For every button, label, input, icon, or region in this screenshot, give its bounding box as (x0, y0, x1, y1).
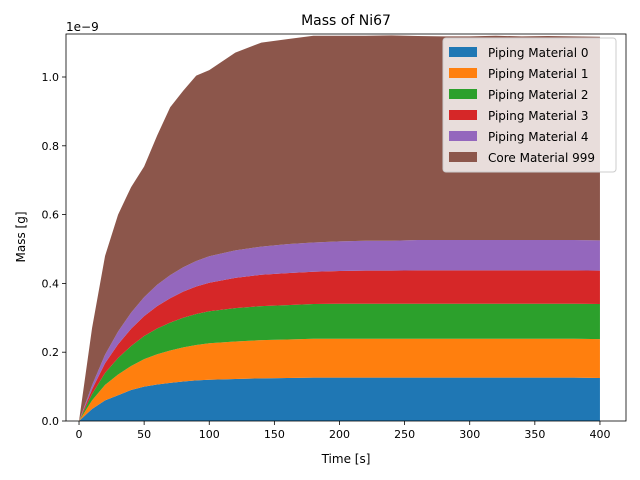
x-tick-label: 300 (459, 428, 480, 441)
x-tick-label: 50 (137, 428, 151, 441)
legend-swatch-2 (449, 89, 477, 99)
x-tick-label: 250 (394, 428, 415, 441)
legend: Piping Material 0 Piping Material 1 Piping… (442, 37, 617, 173)
y-tick-label: 0.6 (42, 209, 60, 222)
x-tick-label: 150 (264, 428, 285, 441)
legend-box (442, 37, 617, 173)
area-series-3 (79, 270, 600, 421)
legend-label-2: Piping Material 2 (488, 88, 589, 102)
x-tick-label: 0 (76, 428, 83, 441)
legend-swatch-3 (449, 110, 477, 120)
legend-swatch-0 (449, 47, 477, 57)
y-tick-label: 0.8 (42, 140, 60, 153)
area-series-0 (79, 377, 600, 421)
y-tick-label: 0.2 (42, 346, 60, 359)
y-tick-label: 0.4 (42, 277, 60, 290)
legend-swatch-5 (449, 152, 477, 162)
area-series-4 (79, 240, 600, 421)
x-tick-label: 200 (329, 428, 350, 441)
y-axis-label: Mass [g] (14, 211, 28, 262)
legend-label-1: Piping Material 1 (488, 67, 589, 81)
area-series-1 (79, 338, 600, 421)
x-tick-label: 400 (589, 428, 610, 441)
y-axis-multiplier: 1e−9 (66, 20, 99, 34)
legend-swatch-4 (449, 131, 477, 141)
legend-label-4: Piping Material 4 (488, 130, 589, 144)
x-axis-label: Time [s] (321, 452, 371, 466)
chart-title: Mass of Ni67 (301, 13, 391, 29)
legend-label-0: Piping Material 0 (488, 46, 589, 60)
legend-swatch-1 (449, 68, 477, 78)
axes-frame (65, 33, 627, 422)
legend-label-3: Piping Material 3 (488, 109, 589, 123)
x-tick-label: 100 (199, 428, 220, 441)
area-series-2 (79, 303, 600, 421)
y-tick-label: 0.0 (42, 415, 60, 428)
x-tick-label: 350 (524, 428, 545, 441)
y-tick-label: 1.0 (42, 71, 60, 84)
legend-label-5: Core Material 999 (488, 151, 595, 165)
